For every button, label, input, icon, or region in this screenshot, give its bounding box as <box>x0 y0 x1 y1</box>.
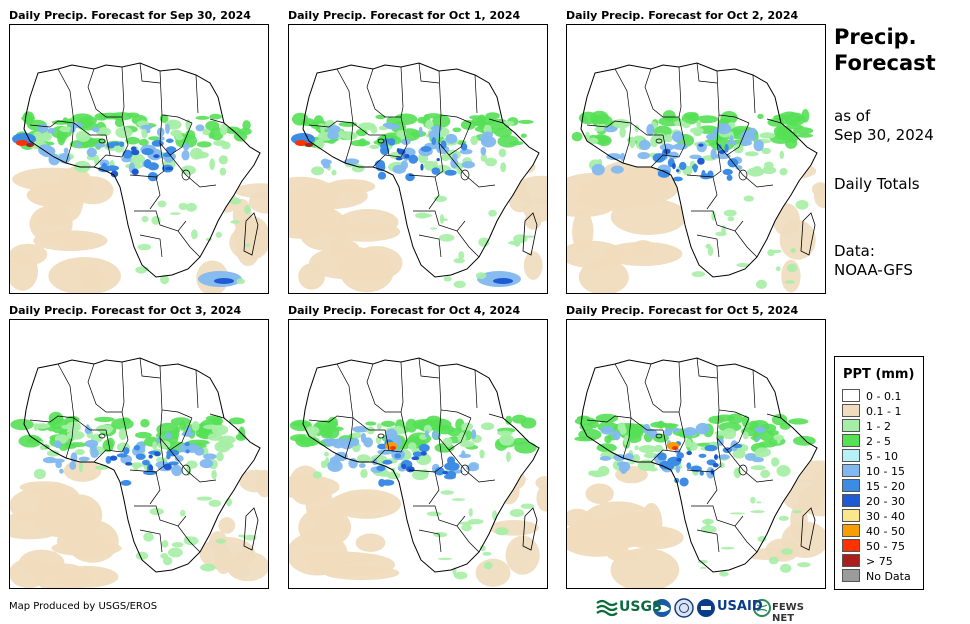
legend-label: 50 - 75 <box>866 540 905 553</box>
precip-map <box>566 24 826 294</box>
legend-item: No Data <box>842 569 911 583</box>
legend-label: 0 - 0.1 <box>866 390 902 403</box>
legend-label: 0.1 - 1 <box>866 405 902 418</box>
legend-swatch <box>842 449 860 462</box>
panel-title: Daily Precip. Forecast for Oct 5, 2024 <box>566 304 799 317</box>
legend-title: PPT (mm) <box>843 367 915 382</box>
usaid-logo-text: USAID <box>717 599 763 614</box>
panel-title: Daily Precip. Forecast for Sep 30, 2024 <box>9 9 251 22</box>
legend-label: No Data <box>866 570 911 583</box>
legend-swatch <box>842 464 860 477</box>
legend-label: 20 - 30 <box>866 495 905 508</box>
legend-item: > 75 <box>842 554 893 568</box>
precip-legend: PPT (mm) 0 - 0.1 0.1 - 1 1 - 2 2 - 5 5 - 10 1… <box>834 356 924 590</box>
usgs-logo-mark-icon <box>596 599 618 617</box>
legend-item: 30 - 40 <box>842 509 905 523</box>
legend-swatch <box>842 434 860 447</box>
panel-title: Daily Precip. Forecast for Oct 3, 2024 <box>9 304 242 317</box>
legend-swatch <box>842 389 860 402</box>
usgs-logo-text: USGS <box>619 599 663 615</box>
sidebar-title: Precip. Forecast <box>834 25 936 75</box>
map-credit: Map Produced by USGS/EROS <box>9 601 158 612</box>
as-of-date: as of Sep 30, 2024 <box>834 107 934 144</box>
legend-item: 0 - 0.1 <box>842 389 901 403</box>
legend-label: 40 - 50 <box>866 525 905 538</box>
data-source: Data: NOAA-GFS <box>834 242 913 279</box>
legend-label: 15 - 20 <box>866 480 905 493</box>
fews-globe-icon <box>753 599 771 617</box>
fews-net-logo-text: FEWS NET <box>772 602 804 624</box>
legend-swatch <box>842 539 860 552</box>
legend-item: 10 - 15 <box>842 464 905 478</box>
legend-item: 50 - 75 <box>842 539 905 553</box>
panel-title: Daily Precip. Forecast for Oct 4, 2024 <box>288 304 521 317</box>
legend-label: 30 - 40 <box>866 510 905 523</box>
usaid-seal-icon <box>697 599 715 617</box>
legend-label: 2 - 5 <box>866 435 891 448</box>
totals-label: Daily Totals <box>834 175 920 193</box>
precip-map <box>288 319 548 589</box>
legend-item: 0.1 - 1 <box>842 404 901 418</box>
precip-map <box>566 319 826 589</box>
precip-map <box>288 24 548 294</box>
legend-swatch <box>842 524 860 537</box>
legend-item: 1 - 2 <box>842 419 891 433</box>
legend-item: 15 - 20 <box>842 479 905 493</box>
panel-title: Daily Precip. Forecast for Oct 1, 2024 <box>288 9 521 22</box>
legend-item: 40 - 50 <box>842 524 905 538</box>
legend-item: 2 - 5 <box>842 434 891 448</box>
legend-swatch <box>842 404 860 417</box>
partner-logos: USGS USAID FEWS NET <box>595 597 827 624</box>
legend-label: 1 - 2 <box>866 420 891 433</box>
legend-label: 10 - 15 <box>866 465 905 478</box>
noaa-logo-icon <box>653 599 671 617</box>
legend-swatch <box>842 419 860 432</box>
seal-logo-icon <box>674 598 694 618</box>
panel-title: Daily Precip. Forecast for Oct 2, 2024 <box>566 9 799 22</box>
legend-swatch <box>842 569 860 582</box>
legend-swatch <box>842 509 860 522</box>
precip-map <box>9 24 269 294</box>
legend-label: > 75 <box>866 555 893 568</box>
legend-item: 20 - 30 <box>842 494 905 508</box>
legend-item: 5 - 10 <box>842 449 898 463</box>
legend-swatch <box>842 479 860 492</box>
legend-swatch <box>842 554 860 567</box>
precip-map <box>9 319 269 589</box>
legend-label: 5 - 10 <box>866 450 898 463</box>
legend-swatch <box>842 494 860 507</box>
